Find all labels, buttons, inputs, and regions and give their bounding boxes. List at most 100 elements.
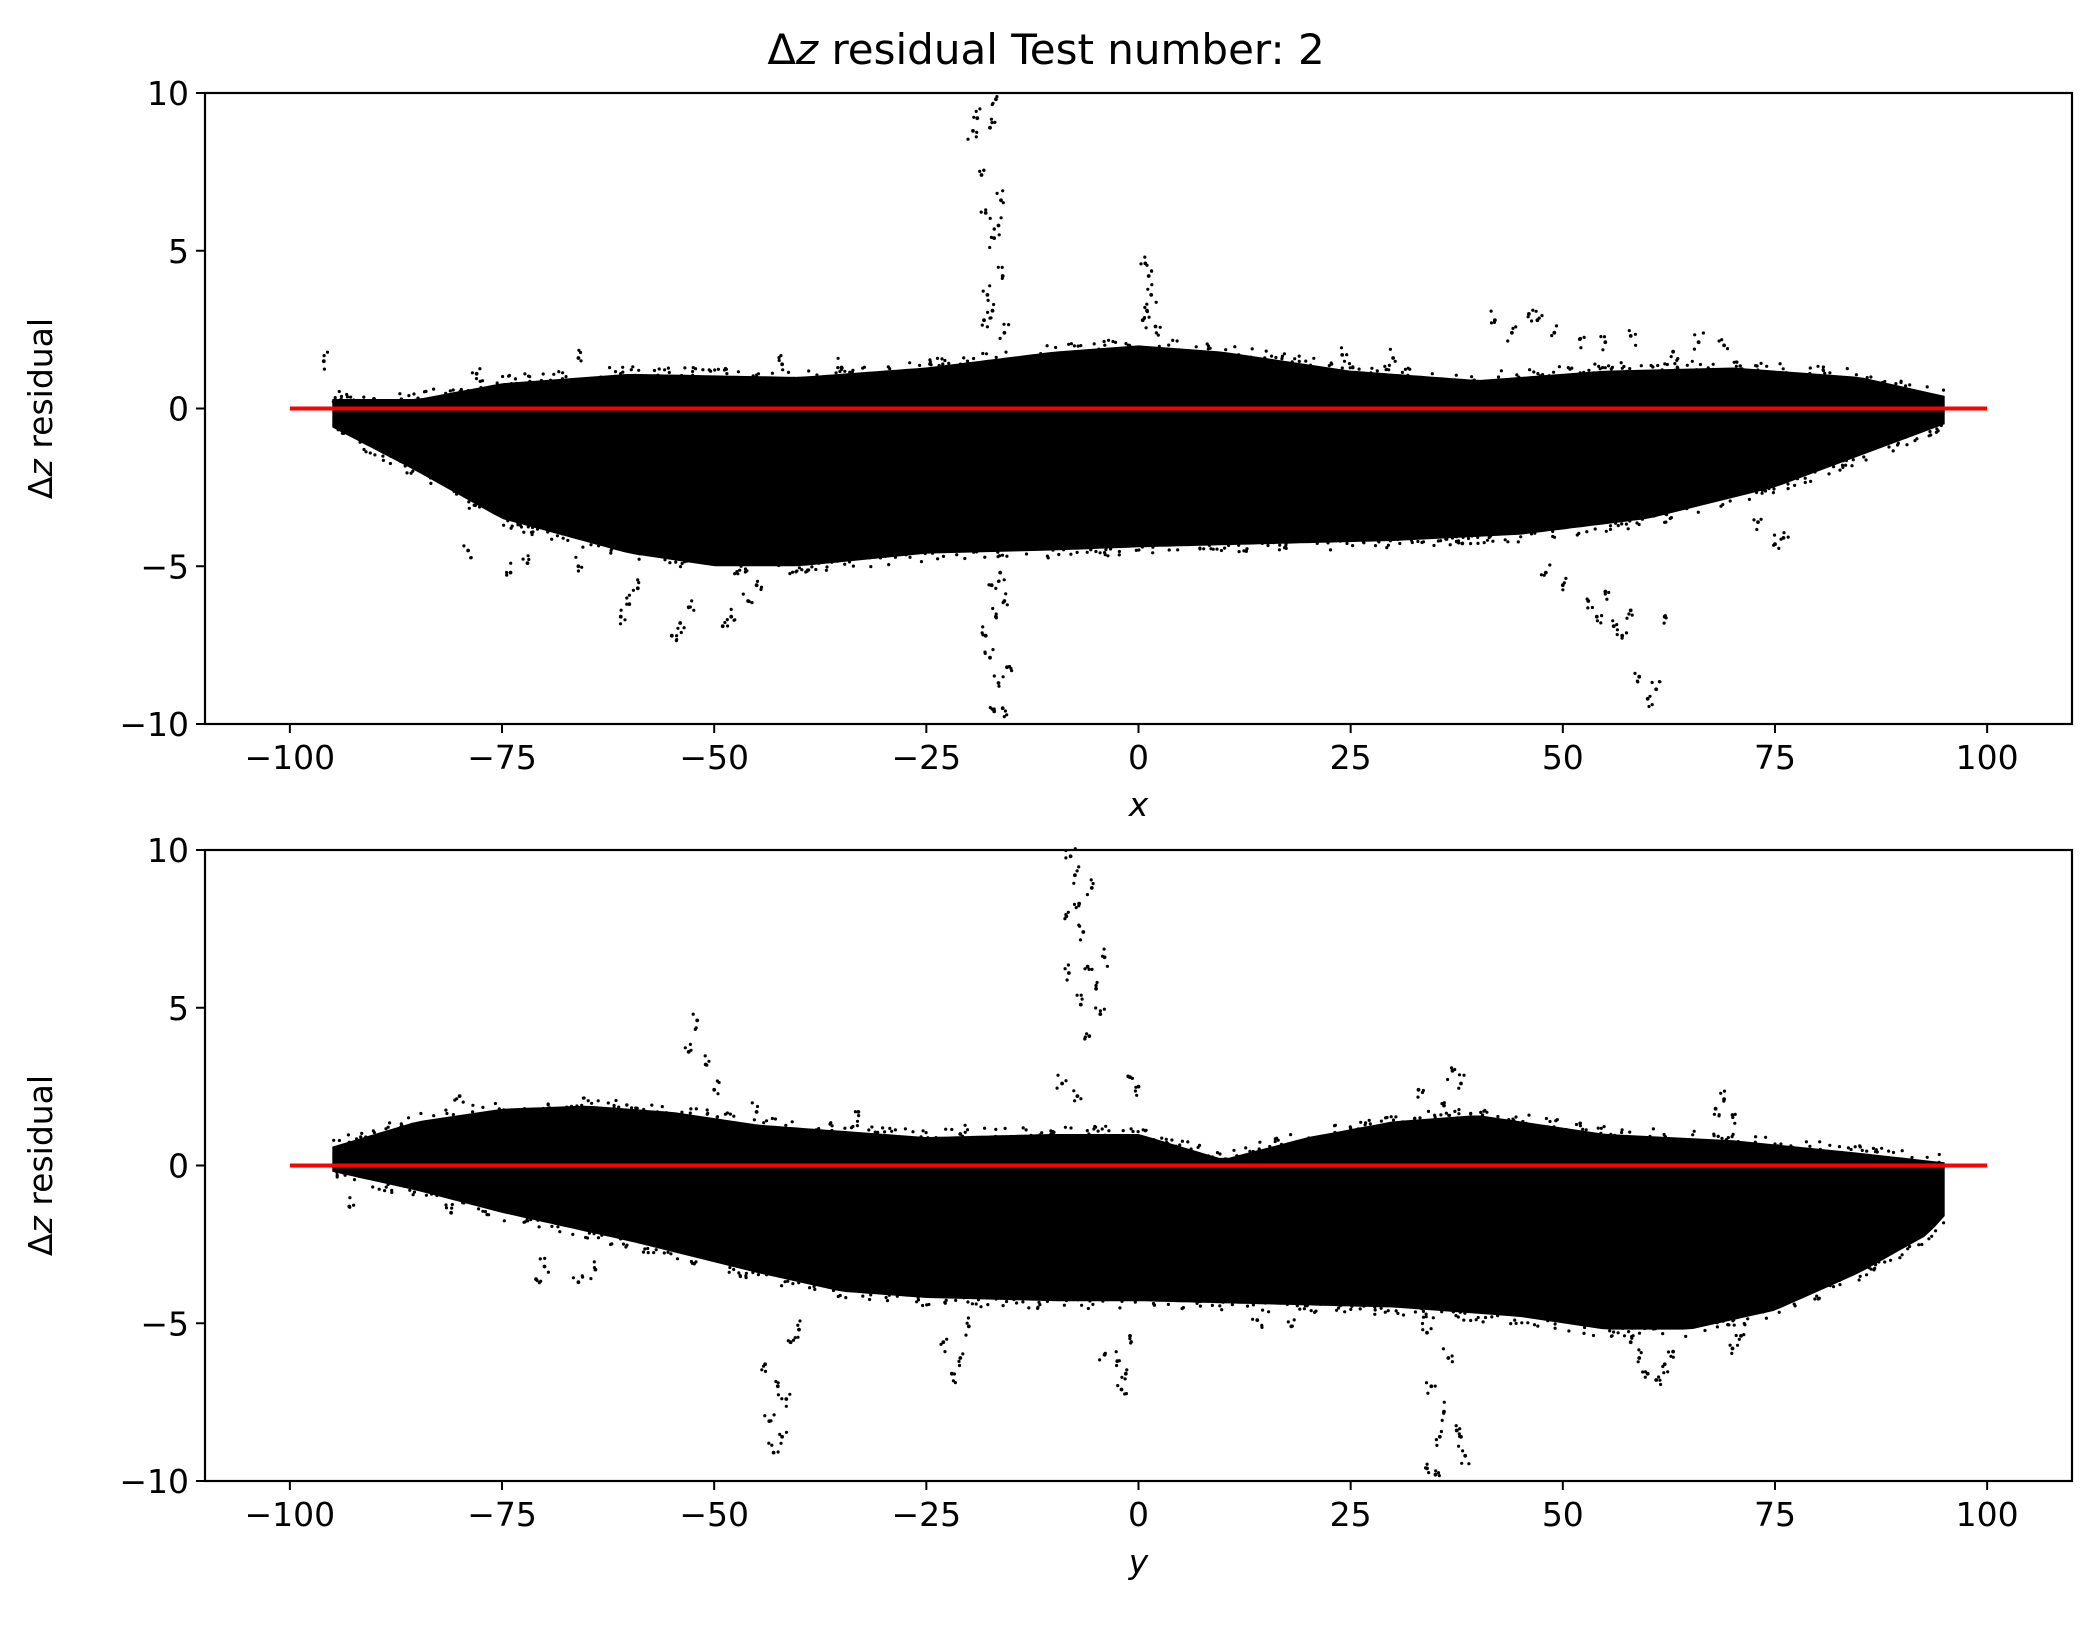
- top-outlier-point: [974, 135, 978, 139]
- top-outlier-point: [1550, 334, 1554, 338]
- bottom-edge-point: [887, 1291, 891, 1295]
- top-edge-point: [1503, 379, 1507, 383]
- bottom-edge-point: [1937, 1160, 1941, 1164]
- top-edge-point: [1175, 339, 1179, 343]
- top-outlier-point: [1650, 680, 1654, 685]
- bottom-edge-point: [606, 1101, 610, 1105]
- top-outlier-point: [1007, 323, 1011, 327]
- bottom-edge-point: [921, 1303, 925, 1308]
- bottom-edge-point: [1038, 1303, 1042, 1307]
- top-x-tick-label: −50: [679, 738, 749, 777]
- top-edge-point: [940, 364, 944, 368]
- top-edge-point: [1253, 539, 1257, 544]
- top-x-tick-label: 50: [1542, 738, 1584, 777]
- bottom-edge-point: [1091, 1302, 1095, 1306]
- top-outlier-point: [994, 97, 998, 102]
- top-edge-point: [345, 395, 350, 399]
- bottom-edge-point: [844, 1296, 848, 1300]
- top-edge-point: [1113, 340, 1118, 344]
- top-edge-point: [471, 389, 475, 393]
- bottom-outlier-point: [798, 1319, 802, 1323]
- top-edge-point: [1891, 449, 1895, 453]
- top-edge-point: [683, 366, 687, 370]
- top-edge-point: [1760, 488, 1764, 492]
- top-edge-point: [1219, 548, 1224, 553]
- bottom-edge-point: [1021, 1300, 1025, 1304]
- top-edge-point: [887, 563, 891, 567]
- bottom-outlier-point: [784, 1404, 788, 1408]
- bottom-edge-point: [1085, 1297, 1089, 1301]
- top-edge-point: [830, 560, 834, 564]
- top-edge-point: [930, 551, 935, 555]
- top-outlier-point: [1633, 671, 1637, 676]
- top-outlier-point: [985, 293, 990, 297]
- top-edge-point: [1269, 354, 1274, 358]
- bottom-edge-point: [1009, 1134, 1013, 1139]
- bottom-outlier-point: [1089, 878, 1093, 882]
- top-outlier-point: [1145, 263, 1149, 267]
- top-edge-point: [1408, 367, 1412, 371]
- top-edge-point: [709, 369, 713, 373]
- top-edge-point: [1808, 366, 1812, 370]
- top-edge-point: [1194, 345, 1198, 349]
- top-edge-point: [1072, 344, 1076, 348]
- top-edge-point: [1880, 380, 1885, 385]
- top-edge-point: [1726, 495, 1730, 499]
- bottom-edge-point: [625, 1103, 629, 1107]
- top-outlier-point: [1620, 636, 1624, 640]
- top-edge-point: [1327, 364, 1331, 368]
- bottom-edge-point: [1121, 1129, 1125, 1133]
- top-edge-point: [1385, 546, 1389, 550]
- top-outlier-point: [987, 583, 992, 587]
- bottom-edge-point: [1196, 1145, 1200, 1149]
- bottom-edge-point: [595, 1230, 599, 1234]
- top-edge-point: [918, 363, 922, 367]
- bottom-edge-point: [1846, 1146, 1850, 1150]
- bottom-outlier-point: [784, 1430, 789, 1434]
- top-outlier-point: [1772, 533, 1777, 537]
- top-edge-point: [691, 366, 695, 370]
- top-edge-point: [807, 369, 811, 373]
- top-edge-point: [1454, 535, 1459, 539]
- bottom-edge-point: [732, 1114, 736, 1118]
- top-edge-point: [1140, 545, 1144, 549]
- bottom-edge-point: [580, 1103, 584, 1107]
- bottom-outlier-point: [1068, 854, 1073, 859]
- bottom-edge-point: [451, 1113, 455, 1117]
- bottom-edge-point: [1076, 1298, 1080, 1302]
- top-edge-point: [1103, 343, 1107, 347]
- bottom-edge-point: [1661, 1332, 1665, 1336]
- top-edge-point: [564, 375, 568, 379]
- top-edge-point: [1664, 520, 1668, 524]
- bottom-outlier-point: [1073, 873, 1077, 878]
- top-outlier-point: [733, 618, 737, 622]
- top-outlier-point: [981, 625, 985, 629]
- bottom-edge-point: [1220, 1159, 1224, 1163]
- top-outlier-point: [839, 367, 844, 372]
- top-outlier-point: [996, 681, 1001, 685]
- top-edge-point: [345, 392, 349, 397]
- bottom-outlier-point: [778, 1432, 782, 1436]
- bottom-edge-point: [1038, 1133, 1042, 1137]
- bottom-edge-point: [804, 1279, 809, 1283]
- bottom-edge-point: [546, 1103, 550, 1107]
- bottom-outlier-point: [853, 1110, 858, 1114]
- bottom-outlier-point: [1457, 1444, 1461, 1448]
- top-edge-point: [1326, 541, 1330, 545]
- top-edge-point: [503, 383, 507, 387]
- top-edge-point: [1515, 373, 1519, 377]
- bottom-edge-point: [1448, 1117, 1452, 1121]
- top-edge-point: [715, 561, 720, 566]
- top-edge-point: [399, 397, 403, 401]
- top-edge-point: [1386, 543, 1390, 547]
- top-edge-point: [791, 570, 795, 574]
- top-outlier-point: [1662, 621, 1666, 625]
- bottom-outlier-point: [1442, 1411, 1446, 1415]
- bottom-outlier-point: [1436, 1471, 1441, 1475]
- bottom-edge-point: [1625, 1134, 1629, 1139]
- top-edge-point: [1439, 539, 1443, 543]
- bottom-outlier-point: [1731, 1115, 1735, 1120]
- top-outlier-point: [1599, 335, 1603, 339]
- top-edge-point: [546, 530, 550, 534]
- bottom-outlier-point: [1630, 1336, 1634, 1340]
